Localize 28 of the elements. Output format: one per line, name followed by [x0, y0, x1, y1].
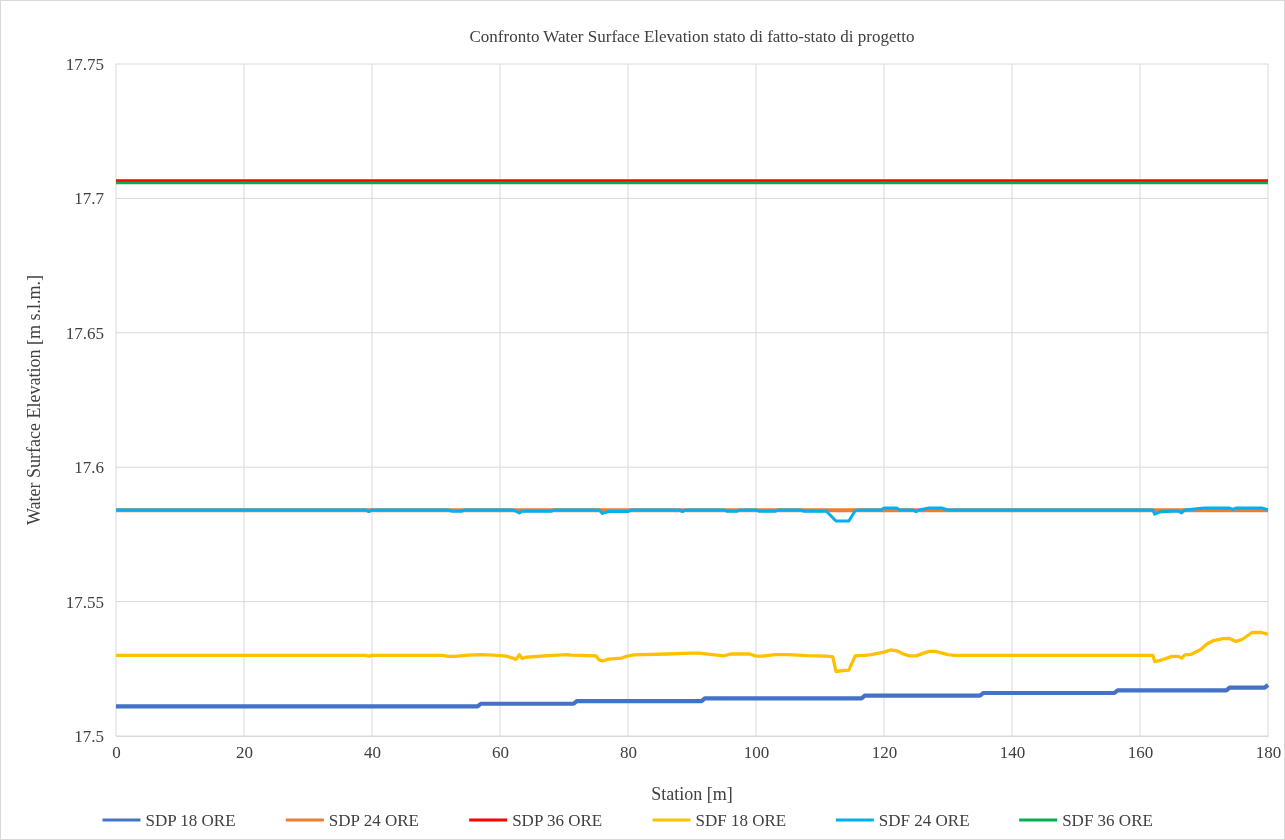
legend-label: SDF 36 ORE	[1062, 811, 1153, 830]
line-series	[114, 630, 1270, 674]
legend-label: SDP 36 ORE	[512, 811, 603, 830]
y-axis-title: Water Surface Elevation [m s.l.m.]	[24, 275, 44, 525]
y-tick-label: 17.6	[74, 458, 104, 478]
x-tick-label: 100	[743, 743, 770, 763]
x-tick-label: 180	[1255, 743, 1282, 763]
x-tick-label: 60	[492, 743, 509, 763]
x-tick-label: 40	[364, 743, 381, 763]
x-tick-label: 0	[112, 743, 121, 763]
y-tick-label: 17.55	[65, 592, 104, 612]
y-tick-label: 17.7	[74, 189, 105, 209]
x-tick-label: 80	[620, 743, 637, 763]
x-tick-label: 160	[1127, 743, 1154, 763]
line-series	[114, 506, 1270, 523]
legend-label: SDP 24 ORE	[328, 811, 419, 830]
y-tick-label: 17.75	[65, 54, 104, 74]
legend-label: SDF 24 ORE	[878, 811, 970, 830]
y-tick-label: 17.65	[65, 323, 104, 343]
legend-label: SDP 18 ORE	[145, 811, 236, 830]
y-tick-label: 17.5	[74, 726, 104, 746]
line-series	[113, 682, 1271, 709]
x-axis-title: Station [m]	[651, 784, 733, 804]
x-tick-label: 140	[999, 743, 1026, 763]
legend-label: SDF 18 ORE	[695, 811, 787, 830]
x-tick-label: 20	[236, 743, 253, 763]
chart-title: Confronto Water Surface Elevation stato di fatto-stato di progetto	[469, 27, 915, 46]
x-tick-label: 120	[871, 743, 898, 763]
